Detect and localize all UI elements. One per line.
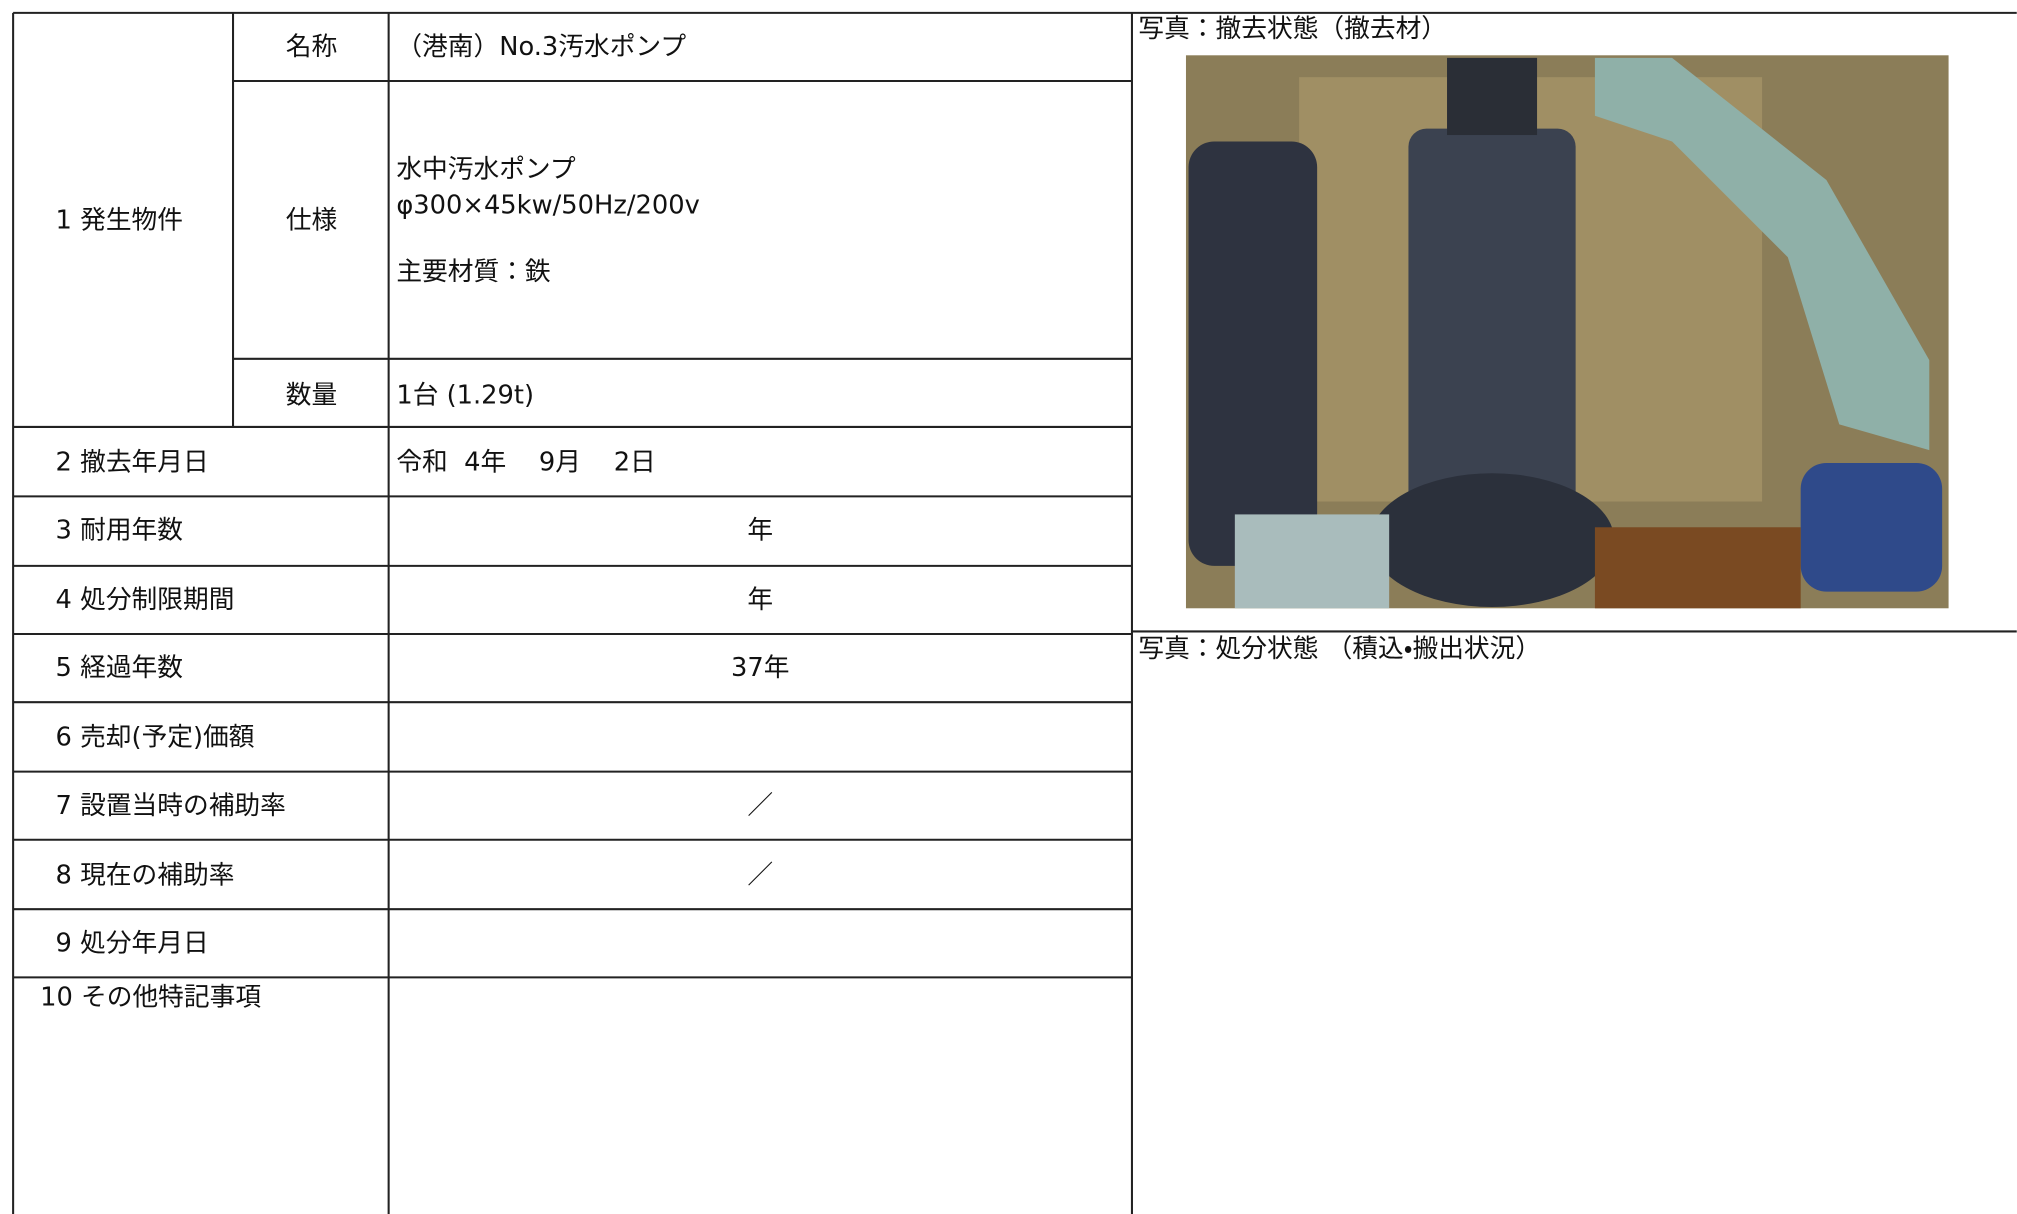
- field-value: 1台 (1.29t): [396, 381, 534, 411]
- photo-flange: [1800, 462, 1943, 592]
- row-label: 4 処分制限期間: [56, 585, 235, 615]
- photo-pipe: [1234, 514, 1390, 609]
- field-label: 名称: [286, 32, 337, 62]
- row-label: 6 売却(予定)価額: [56, 723, 255, 753]
- photo: [1185, 55, 1949, 609]
- photo-caption: 写真：撤去状態（撤去材）: [1138, 14, 1447, 44]
- spec-line: 水中汚水ポンプ: [396, 154, 576, 184]
- photo-rust: [1594, 527, 1801, 609]
- row-value: ／: [747, 791, 773, 821]
- field-label: 数量: [286, 381, 337, 411]
- row-label: 2 撤去年月日: [56, 447, 209, 477]
- row-value: 37年: [731, 653, 789, 683]
- row-value: 年: [747, 585, 773, 615]
- row-label: 1 発生物件: [56, 206, 183, 236]
- row-label: 3 耐用年数: [56, 516, 183, 546]
- row-value: ／: [747, 860, 773, 890]
- field-label: 仕様: [286, 206, 338, 236]
- row-label: 9 処分年月日: [56, 928, 209, 958]
- row-label: 7 設置当時の補助率: [56, 791, 286, 821]
- photo-caption: 写真：処分状態 （積込・搬出状況）: [1138, 634, 1541, 664]
- photo-pump: [1408, 128, 1576, 528]
- row-label: 8 現在の補助率: [56, 860, 235, 890]
- row-value: 令和 4年 9月 2日: [396, 447, 655, 477]
- row-label: 10 その他特記事項: [40, 982, 261, 1012]
- row-value: 年: [747, 516, 773, 546]
- field-value: （港南）No.3汚水ポンプ: [396, 32, 686, 62]
- photo-pipe: [1594, 57, 1930, 451]
- photo-pump-top: [1447, 57, 1538, 136]
- row-label: 5 経過年数: [56, 653, 183, 683]
- photo-pump: [1188, 141, 1318, 566]
- photo-pump-base: [1369, 473, 1615, 607]
- spec-line: 主要材質：鉄: [396, 257, 551, 287]
- spec-line: φ300×45kw/50Hz/200v: [396, 190, 699, 220]
- table-grid: [12, 11, 2017, 1214]
